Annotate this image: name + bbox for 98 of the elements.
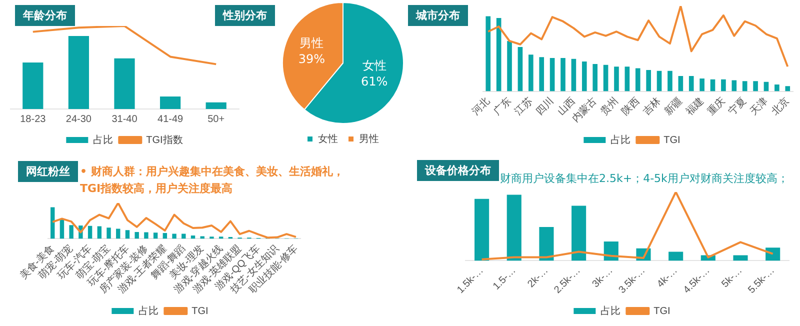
bar [518,46,523,92]
bar [114,58,135,109]
legend-label: TGI [192,306,208,317]
bar [134,232,139,239]
x-tick-label: 江苏 [512,95,535,118]
bar [507,40,512,92]
x-tick-label: 广东 [490,95,514,118]
x-tick-label: 31-40 [112,114,138,125]
x-tick-label: 宁夏 [726,95,749,118]
bar [506,194,522,261]
bar [116,228,120,239]
bar [88,226,92,239]
legend-label: TGI指数 [146,134,183,146]
legend-label: 占比 [138,304,159,317]
bar [572,206,586,261]
bar [678,76,684,92]
bar [528,54,534,92]
bar [764,82,769,92]
x-tick-label: 2k-… [526,265,551,290]
bar [766,248,780,261]
chart-title: 网红粉丝 [18,161,78,182]
bar [172,234,176,239]
bar [68,36,90,109]
bar [582,61,587,92]
data-label: 61% [360,74,388,88]
bar [668,252,684,261]
bar [571,58,576,92]
bar [603,64,608,92]
slice-label: 女性 [362,58,386,72]
bar [162,233,168,239]
legend-label: 女性 [318,132,338,145]
x-tick-label: 贵州 [598,95,621,118]
x-tick-label: 新疆 [662,95,685,118]
bar [700,78,704,92]
legend-label: TGI [664,134,680,146]
bar [539,227,554,261]
x-tick-label: 5k-… [720,265,745,290]
bar [560,58,566,92]
bar [106,228,111,239]
bar [774,84,780,92]
bar [721,79,726,92]
bar [539,57,544,92]
chart-title: 设备价格分布 [417,160,499,181]
chart-title: 城市分布 [408,5,468,26]
x-tick-label: 18-23 [20,114,46,125]
bar [753,81,758,92]
bar [125,230,130,239]
chart-subtitle: • 财商人群：用户兴趣集中在美食、美妆、生活婚礼，TGI指数较高，用户关注度最高 [80,165,344,195]
bar [486,16,491,92]
legend-label: 占比 [600,304,621,317]
bar [592,64,598,92]
bar [668,70,672,92]
bar [614,66,619,92]
bar [656,70,662,92]
bar [206,102,226,109]
bar [160,96,181,109]
x-tick-label: 陕西 [619,95,642,118]
bar [50,207,55,239]
x-tick-label: 4k-… [655,265,680,290]
bar [635,68,640,92]
bar [742,81,748,92]
data-label: 39% [298,52,326,66]
bar [153,232,158,239]
x-tick-label: 24-30 [66,114,92,125]
bar [550,58,555,92]
x-tick-label: 重庆 [704,95,728,118]
bar [182,234,186,239]
x-tick-label: 河北 [470,95,492,118]
x-tick-label: 41-49 [158,114,184,125]
bar [732,80,737,92]
chart-subtitle: 财商用户设备集中在2.5k+；4-5k用户对财商关注度较高； [500,172,788,185]
x-tick-label: 吉林 [640,95,664,118]
bar [646,70,651,92]
x-tick-label: 四川 [534,95,556,118]
bar [97,226,102,239]
bar [624,66,630,92]
x-tick-label: 3k-… [590,265,616,290]
bar [200,236,204,239]
bar [496,18,502,92]
x-tick-label: 50+ [208,114,225,125]
x-tick-label: 天津 [748,95,770,118]
legend-label: 男性 [359,132,379,145]
chart-title: 年龄分布 [15,5,75,26]
bar [69,225,74,239]
slice-label: 男性 [300,36,324,50]
legend-label: TGI [654,306,670,317]
x-tick-label: 福建 [683,95,706,118]
bar [144,232,148,239]
legend-label: 占比 [610,134,631,146]
bar [474,198,490,261]
bar [710,79,716,92]
x-tick-label: 北京 [769,95,792,118]
bar [733,255,748,261]
bar [688,76,694,92]
legend-label: 占比 [93,134,114,146]
bar [22,62,44,109]
bar [785,86,790,92]
text: 性别分布 [215,5,275,26]
